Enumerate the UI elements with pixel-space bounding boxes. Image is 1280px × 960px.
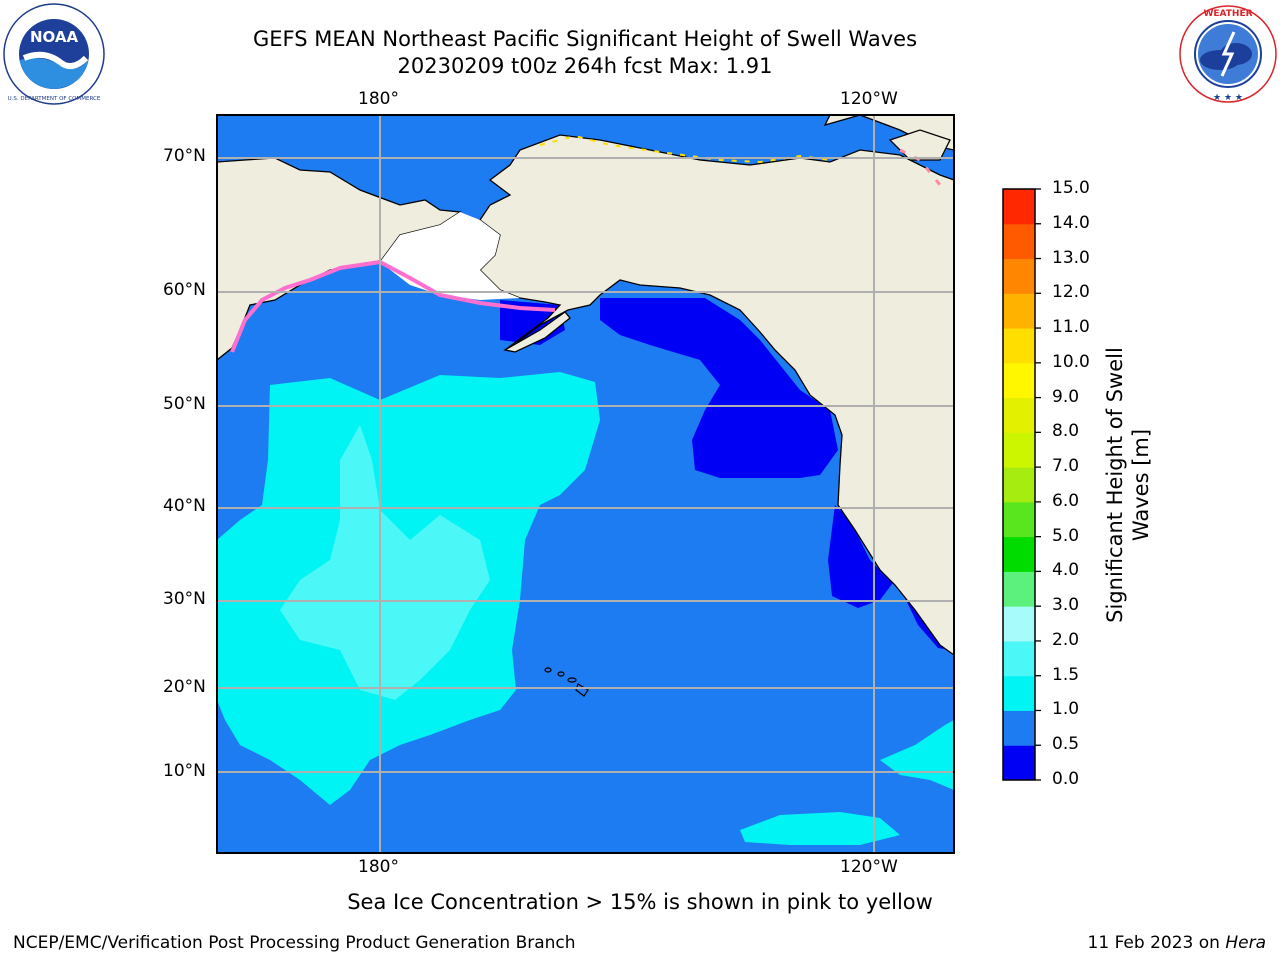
lat-label-40: 40°N	[163, 496, 206, 516]
lon-label-bottom-120w: 120°W	[840, 857, 898, 877]
chart-title: GEFS MEAN Northeast Pacific Significant …	[252, 27, 918, 51]
footer-host: Hera	[1225, 933, 1266, 953]
colorbar-tick-label: 0.0	[1052, 769, 1080, 789]
swell-region-1.5-2	[280, 425, 490, 700]
colorbar-tick-label: 15.0	[1052, 178, 1090, 198]
sea-ice-edge	[230, 259, 556, 353]
lon-label-bottom-180: 180°	[358, 857, 399, 877]
colorbar-segment	[1003, 293, 1035, 329]
footer-credit: NCEP/EMC/Verification Post Processing Pr…	[13, 933, 576, 953]
colorbar-frame	[1002, 188, 1036, 781]
lon-label-top-180: 180°	[358, 89, 399, 109]
lat-label-20: 20°N	[163, 677, 206, 697]
map-frame	[216, 114, 955, 854]
colorbar-segment	[1003, 189, 1035, 225]
colorbar-tick-label: 7.0	[1052, 456, 1080, 477]
colorbar-tick-label: 11.0	[1052, 317, 1090, 338]
swell-region-tropics	[740, 812, 900, 845]
sea-ice-note: Sea Ice Concentration > 15% is shown in …	[347, 890, 933, 914]
colorbar-segment	[1003, 675, 1035, 711]
footer-date-text: 11 Feb 2023 on	[1087, 933, 1226, 953]
colorbar-tick-label: 13.0	[1052, 247, 1090, 268]
colorbar-segment	[1003, 606, 1035, 642]
colorbar-tick-label: 2.0	[1052, 629, 1080, 650]
colorbar-segment	[1003, 501, 1035, 538]
lat-label-70: 70°N	[163, 146, 206, 166]
lat-label-50: 50°N	[163, 394, 206, 414]
colorbar-tick-label: 12.0	[1052, 282, 1090, 303]
colorbar-segment	[1003, 467, 1035, 503]
colorbar-tick-label: 4.0	[1052, 560, 1080, 581]
colorbar-segment	[1003, 536, 1035, 572]
colorbar-segment	[1003, 223, 1035, 260]
colorbar-tick-label: 8.0	[1052, 421, 1080, 442]
footer-date: 11 Feb 2023 on Hera	[1088, 933, 1266, 953]
lat-label-10: 10°N	[163, 761, 206, 781]
colorbar-segment	[1003, 571, 1035, 607]
colorbar-segment	[1003, 432, 1035, 468]
svg-text:U.S. DEPARTMENT OF COMMERCE: U.S. DEPARTMENT OF COMMERCE	[8, 96, 101, 102]
colorbar-title: Significant Height of Swell Waves [m]	[1103, 347, 1153, 623]
svg-text:NOAA: NOAA	[30, 28, 79, 46]
colorbar-segment	[1003, 362, 1035, 399]
nws-logo-icon: WEATHER ★ ★ ★	[1179, 5, 1277, 103]
colorbar-tick-label: 1.5	[1052, 664, 1080, 685]
colorbar-tick-label: 0.5	[1052, 734, 1080, 755]
colorbar-tick-label: 3.0	[1052, 595, 1080, 616]
colorbar-tick-label: 9.0	[1052, 386, 1080, 407]
colorbar-segment	[1003, 258, 1035, 294]
svg-text:★ ★ ★: ★ ★ ★	[1213, 93, 1243, 103]
lon-label-top-120w: 120°W	[840, 89, 898, 109]
colorbar-tick-label: 10.0	[1052, 351, 1090, 372]
colorbar-segment	[1003, 397, 1035, 433]
lat-label-30: 30°N	[163, 589, 206, 609]
colorbar-segment	[1003, 710, 1035, 746]
colorbar-tick-label: 14.0	[1052, 212, 1090, 233]
chart-subtitle: 20230209 t00z 264h fcst Max: 1.91	[397, 54, 773, 78]
swell-region-0-0.5	[600, 298, 838, 478]
svg-text:WEATHER: WEATHER	[1203, 9, 1252, 19]
colorbar-segment	[1003, 745, 1035, 781]
colorbar-segment	[1003, 328, 1035, 364]
colorbar-tick-label: 5.0	[1052, 525, 1080, 546]
noaa-logo-icon: NOAA U.S. DEPARTMENT OF COMMERCE	[3, 3, 105, 105]
colorbar-segment	[1003, 640, 1035, 677]
colorbar	[1003, 188, 1041, 781]
lat-label-60: 60°N	[163, 280, 206, 300]
colorbar-tick-label: 1.0	[1052, 699, 1080, 720]
colorbar-tick-label: 6.0	[1052, 490, 1080, 511]
gridlines	[217, 115, 954, 853]
